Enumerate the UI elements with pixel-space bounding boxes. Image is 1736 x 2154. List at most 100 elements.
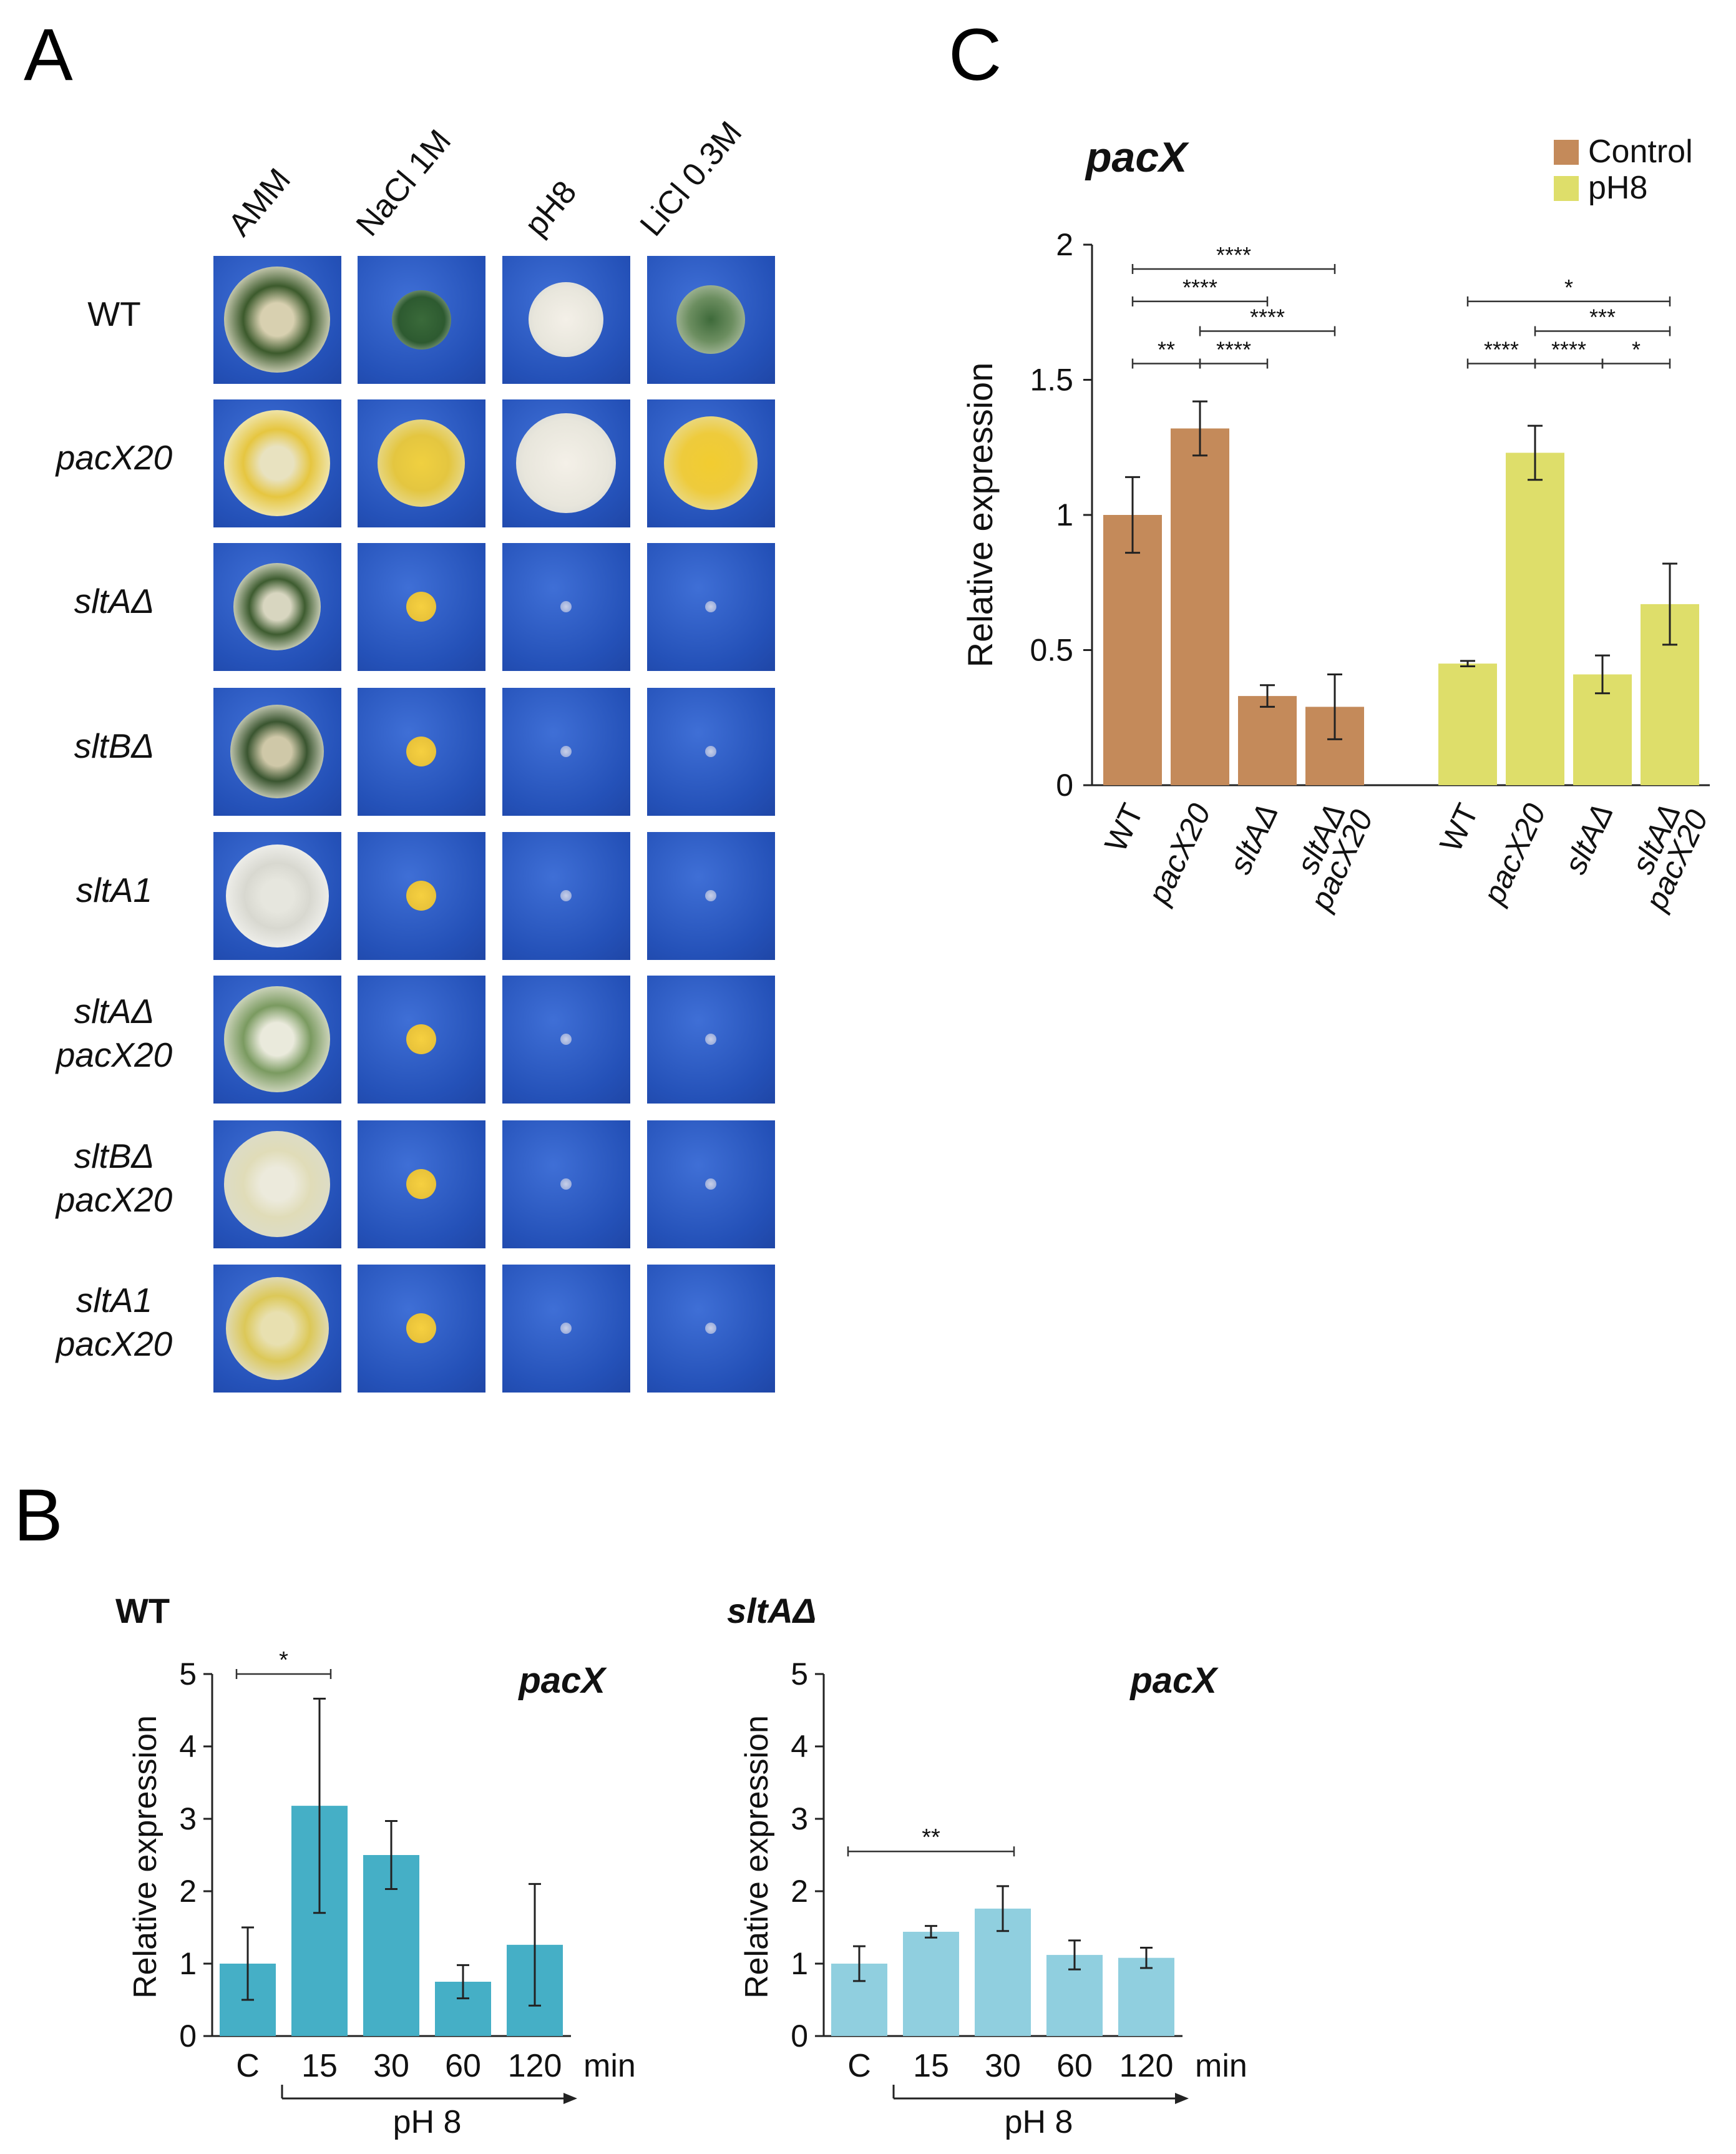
plate-image [502,688,630,816]
colony [705,1178,716,1190]
x-tick-label: 15 [913,2048,949,2084]
y-tick-label: 5 [179,1657,197,1691]
row-label: WT [21,292,208,336]
plate-image [502,543,630,671]
y-tick-label: 2 [791,1874,808,1909]
colony [406,737,436,766]
bar [1238,696,1297,785]
plate-image [213,832,341,960]
x-tick-label: 120 [508,2048,562,2084]
row-label-line: sltBΔ [74,1137,155,1175]
colony [705,601,716,612]
x-tick-label: 30 [985,2048,1021,2084]
x-tick-label: sltAΔ [1222,798,1285,879]
colony [224,410,330,516]
row-label: sltA1 [21,868,208,912]
plate-image [647,399,775,527]
plate-image [358,1120,485,1248]
chart-title: WT [115,1591,170,1630]
significance-label: * [1632,337,1641,363]
plate-image [213,543,341,671]
colony [233,563,321,650]
bar [1118,1957,1174,2036]
y-tick-label: 3 [791,1801,808,1836]
colony [705,890,716,901]
colony [560,1323,572,1334]
bar [903,1931,959,2036]
row-label-line: pacX20 [56,438,173,477]
plate-image [213,1265,341,1393]
plate-image [647,1265,775,1393]
bracket-arrowhead [563,2093,577,2104]
significance-label: **** [1216,242,1251,268]
y-tick-label: 0 [1056,768,1073,803]
plate-image [502,832,630,960]
y-tick-label: 2 [179,1874,197,1909]
row-label-line: sltBΔ [74,727,155,765]
colony [705,1323,716,1334]
y-tick-label: 1 [1056,497,1073,532]
plate-image [213,256,341,384]
colony [664,416,758,510]
y-tick-label: 1.5 [1030,363,1073,398]
gene-label: pacX [517,1660,607,1701]
x-tick-label: 60 [1056,2048,1093,2084]
plate-image [358,256,485,384]
row-label: sltAΔ pacX20 [21,989,208,1077]
plate-image [647,1120,775,1248]
y-tick-label: 3 [179,1801,197,1836]
plate-image [502,399,630,527]
y-tick-label: 0.5 [1030,633,1073,668]
plate-image [647,832,775,960]
row-label: sltAΔ [21,579,208,623]
plate-image [358,976,485,1104]
row-label-line: sltA1 [76,1281,153,1319]
plate-image [358,832,485,960]
colony [224,1131,330,1237]
colony [378,419,465,507]
significance-label: **** [1216,337,1251,363]
colony [516,413,616,513]
plate-image [358,399,485,527]
significance-label: *** [1589,305,1616,330]
significance-label: **** [1183,275,1217,300]
y-tick-label: 1 [791,1946,808,1981]
colony [529,282,603,357]
row-label-line: pacX20 [56,1035,173,1074]
panel-letter-a: A [24,14,73,96]
row-label: sltBΔ pacX20 [21,1134,208,1221]
y-axis-label: Relative expression [960,363,1000,668]
bar [1438,663,1497,785]
colony [560,890,572,901]
row-label-line: sltAΔ [74,582,155,620]
bar [1103,515,1162,785]
colony [406,592,436,622]
y-tick-label: 4 [179,1729,197,1764]
y-tick-label: 0 [179,2019,197,2054]
significance-label: * [279,1647,288,1673]
colony [705,1034,716,1045]
colony [230,705,324,798]
row-label: sltA1 pacX20 [21,1278,208,1366]
x-tick-label: 30 [373,2048,409,2084]
row-label: sltBΔ [21,724,208,768]
y-tick-label: 0 [791,2019,808,2054]
panel-letter-b: B [14,1474,63,1557]
colony [224,986,330,1092]
plate-image [358,543,485,671]
y-axis-label: Relative expression [739,1715,775,1999]
plate-image [358,688,485,816]
plate-image [213,399,341,527]
row-label-line: WT [87,295,141,333]
legend-label: pH8 [1588,170,1647,206]
panel-letter-c: C [948,14,1002,96]
bar [1506,453,1564,785]
bar [1171,428,1229,785]
colony [676,285,745,354]
significance-label: **** [1484,337,1519,363]
y-axis-label: Relative expression [127,1715,163,1999]
bracket-arrowhead [1175,2093,1189,2104]
colony [705,746,716,757]
significance-label: **** [1551,337,1586,363]
x-tick-label: 60 [445,2048,481,2084]
